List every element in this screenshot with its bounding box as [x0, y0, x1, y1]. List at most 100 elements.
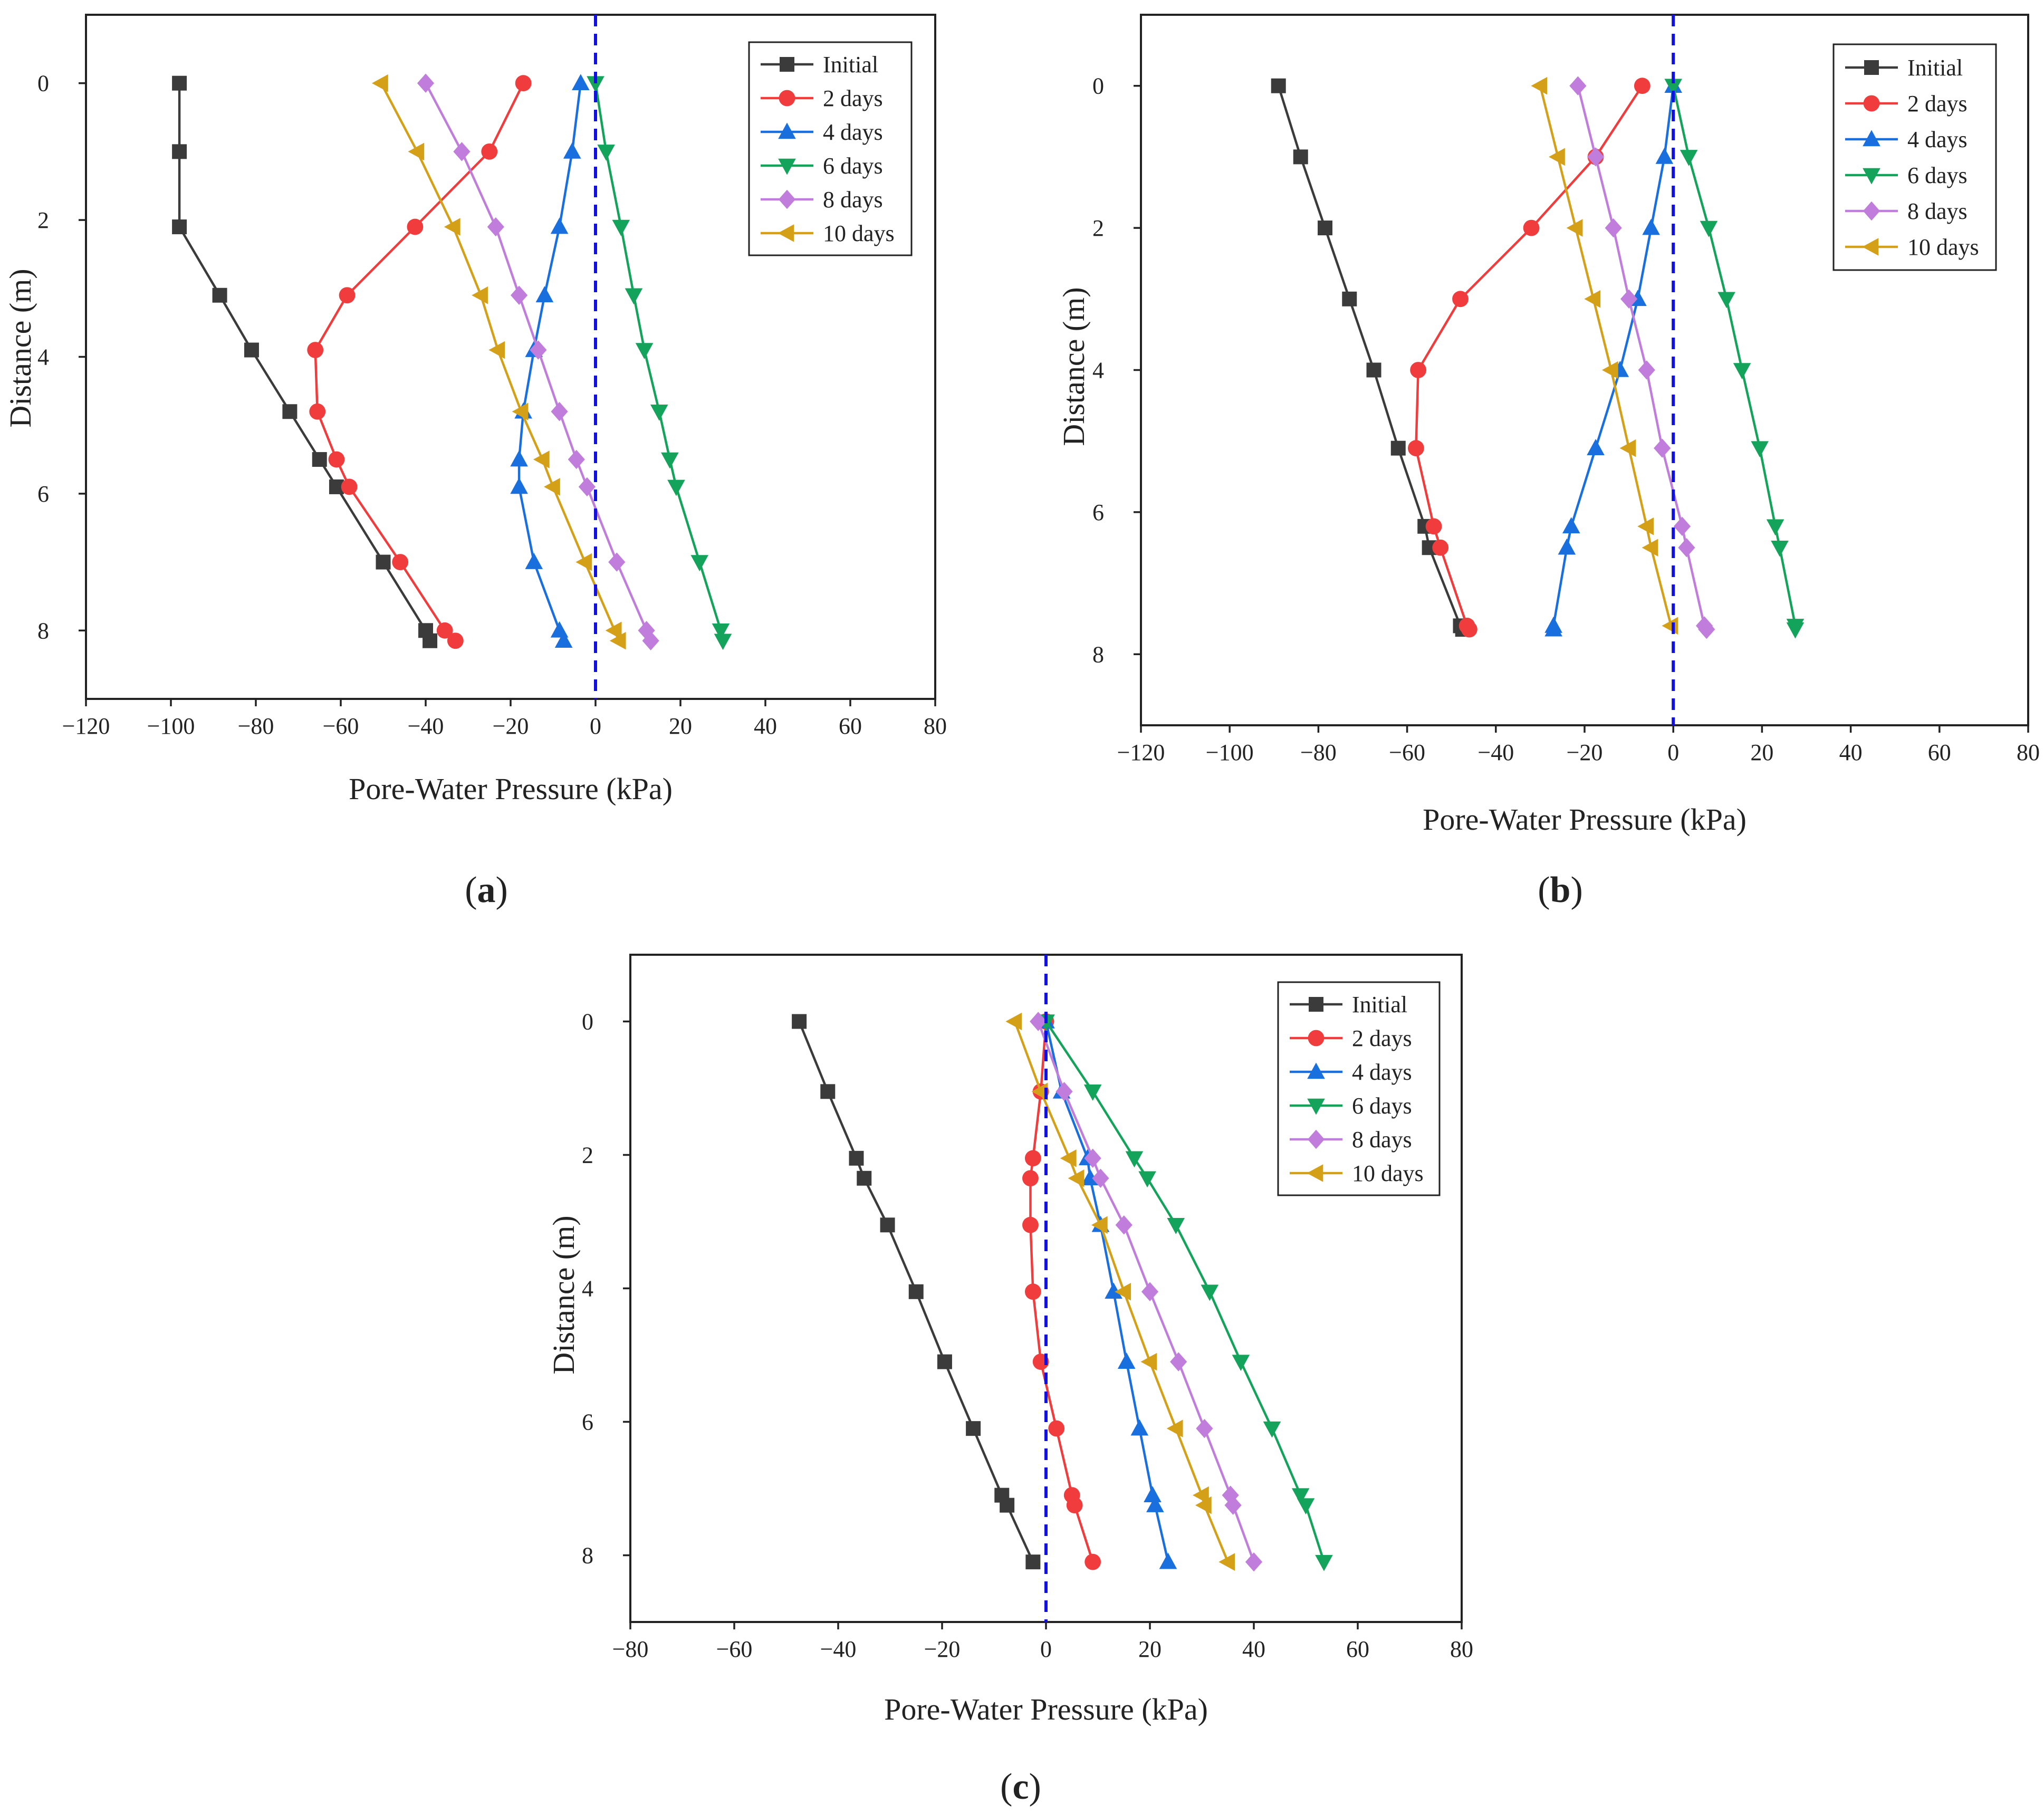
data-point: [525, 553, 543, 569]
y-tick-label: 8: [1092, 641, 1104, 667]
legend-marker: [1863, 168, 1880, 185]
legend-marker: [778, 158, 796, 175]
data-point: [212, 287, 227, 303]
data-point: [1390, 440, 1406, 456]
data-point: [1030, 1012, 1047, 1031]
data-point: [1566, 219, 1583, 237]
data-point: [554, 631, 573, 648]
x-tick-label: −40: [1477, 740, 1514, 765]
data-point: [937, 1354, 952, 1369]
data-point: [635, 343, 654, 360]
data-point: [1655, 147, 1674, 164]
data-point: [880, 1217, 895, 1233]
legend-label: 4 days: [823, 119, 883, 145]
data-point: [1105, 1282, 1122, 1299]
data-point: [447, 632, 464, 649]
data-point: [510, 477, 528, 494]
data-point: [376, 554, 391, 570]
data-point: [1048, 1420, 1065, 1437]
data-point: [1786, 622, 1805, 639]
y-tick-label: 2: [582, 1143, 593, 1168]
legend-label: 6 days: [1907, 162, 1968, 188]
data-point: [1245, 1552, 1263, 1572]
data-point: [533, 450, 550, 468]
data-point: [1315, 1554, 1333, 1571]
x-tick-label: −20: [1567, 740, 1603, 765]
data-point: [328, 451, 345, 468]
x-tick-label: 40: [754, 713, 777, 739]
data-point: [172, 75, 187, 91]
x-tick-label: −100: [1206, 740, 1254, 765]
series-line: [1277, 85, 1464, 630]
legend-marker: [1864, 60, 1879, 75]
legend-label: 8 days: [1352, 1127, 1412, 1153]
legend-box: [748, 41, 913, 256]
data-point: [1461, 621, 1477, 638]
legend-marker: [1309, 997, 1323, 1012]
data-point: [1084, 1148, 1101, 1168]
panel-caption-letter: c: [1012, 1767, 1029, 1807]
legend-label: 4 days: [1907, 127, 1968, 152]
x-tick-label: −40: [408, 713, 444, 739]
series-line: [1577, 85, 1708, 630]
legend-item-8-days: 8 days: [1290, 1127, 1412, 1153]
data-point: [371, 74, 388, 92]
data-point: [966, 1421, 981, 1436]
data-point: [1562, 517, 1580, 534]
data-point: [423, 633, 438, 648]
data-point: [1224, 1495, 1242, 1515]
legend-label: 10 days: [823, 220, 895, 246]
data-point: [1531, 76, 1548, 95]
x-axis-title: Pore-Water Pressure (kPa): [349, 772, 673, 806]
legend-marker: [1307, 1062, 1325, 1079]
data-point: [1291, 1488, 1310, 1505]
x-tick-label: 60: [1346, 1636, 1369, 1662]
data-point: [1218, 1553, 1235, 1571]
series-line: [178, 83, 431, 641]
data-point: [1601, 361, 1618, 379]
x-tick-label: 0: [1667, 740, 1679, 765]
data-point: [1717, 292, 1735, 309]
x-axis-title: Pore-Water Pressure (kPa): [884, 1692, 1208, 1726]
series-6-days: [587, 76, 732, 650]
chart-panel-a: Distance (m) Pore-Water Pressure (kPa) (…: [3, 14, 947, 910]
data-point: [1569, 76, 1587, 95]
x-tick-label: −80: [612, 1636, 649, 1662]
y-tick-label: 6: [582, 1409, 593, 1435]
data-point: [1125, 1151, 1144, 1168]
data-point: [1232, 1355, 1250, 1371]
data-point: [1271, 78, 1286, 93]
legend-item-2-days: 2 days: [761, 85, 883, 111]
data-point: [1092, 1168, 1109, 1188]
data-point: [1166, 1419, 1183, 1437]
legend: Initial 2 days 4 days 6 days 8 days 10 days: [748, 41, 913, 256]
legend-item-10-days: 10 days: [1845, 234, 1979, 260]
data-point: [1031, 1082, 1048, 1101]
x-tick-label: −60: [323, 713, 359, 739]
data-point: [1068, 1169, 1085, 1187]
data-point: [1642, 539, 1658, 557]
data-point: [172, 219, 187, 235]
data-point: [712, 623, 730, 640]
data-point: [650, 404, 668, 421]
data-point: [1024, 1283, 1041, 1300]
series-2-days: [307, 75, 532, 649]
data-point: [407, 218, 424, 235]
data-point: [1193, 1486, 1209, 1504]
data-point: [1751, 441, 1769, 458]
legend-item-2-days: 2 days: [1845, 91, 1968, 117]
x-tick-label: −40: [820, 1636, 857, 1662]
data-point: [1022, 1170, 1039, 1187]
y-axis-title: Distance (m): [546, 1215, 581, 1374]
y-tick-label: 8: [582, 1543, 593, 1569]
x-tick-label: 60: [839, 713, 862, 739]
data-point: [544, 478, 560, 496]
y-axis-title: Distance (m): [1057, 287, 1091, 446]
data-point: [550, 217, 569, 234]
legend-item-initial: Initial: [1845, 55, 1963, 81]
legend-item-2-days: 2 days: [1290, 1025, 1412, 1051]
data-point: [1140, 1352, 1157, 1371]
data-point: [1318, 220, 1333, 236]
series-initial: [1271, 78, 1470, 637]
